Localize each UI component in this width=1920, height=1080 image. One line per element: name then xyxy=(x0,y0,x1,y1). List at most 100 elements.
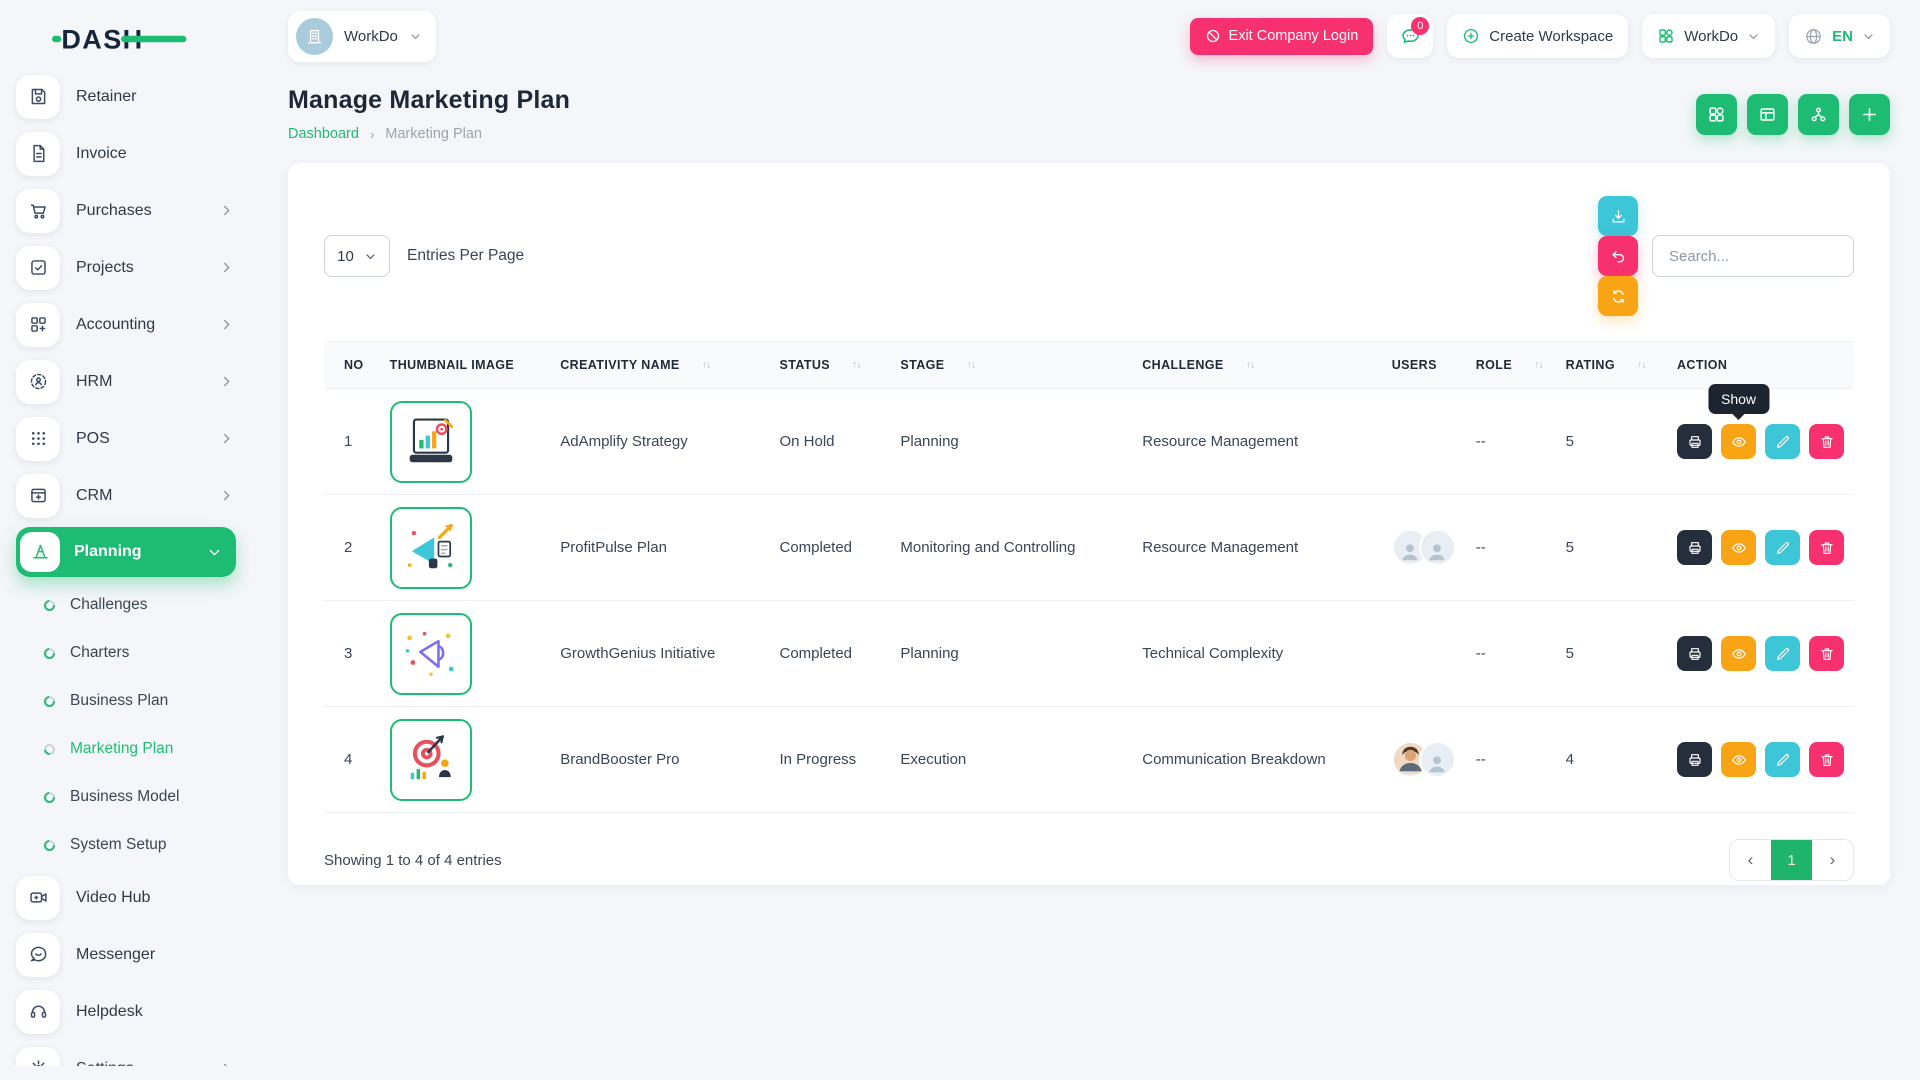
globe-icon xyxy=(1804,27,1823,46)
row-actions xyxy=(1677,636,1844,671)
grid-view-button[interactable] xyxy=(1696,94,1737,135)
sidebar-nav: Retainer Invoice Purchases Projects Accounti… xyxy=(0,64,250,1066)
thumbnail-image xyxy=(389,718,472,801)
sidebar-subitem-challenges[interactable]: Challenges xyxy=(16,581,250,629)
cell-creativity-name: AdAmplify Strategy xyxy=(550,388,770,495)
delete-button[interactable] xyxy=(1809,530,1844,565)
pagination-next-button[interactable]: › xyxy=(1812,840,1853,880)
sidebar-item-messenger[interactable]: Messenger xyxy=(16,926,250,983)
sidebar-item-projects[interactable]: Projects xyxy=(16,239,250,296)
sidebar-item-helpdesk[interactable]: Helpdesk xyxy=(16,983,250,1040)
sidebar-item-planning[interactable]: Planning xyxy=(16,527,236,577)
show-button[interactable] xyxy=(1721,530,1756,565)
print-icon xyxy=(1687,752,1703,768)
bullet-icon xyxy=(41,837,58,853)
hierarchy-icon xyxy=(1809,105,1828,124)
cell-role: -- xyxy=(1465,600,1556,707)
column-header-challenge[interactable]: CHALLENGE ↑↓ xyxy=(1132,341,1382,389)
download-button[interactable] xyxy=(1598,196,1638,236)
refresh-icon xyxy=(1610,288,1627,305)
entries-per-page-value: 10 xyxy=(337,247,354,265)
hierarchy-view-button[interactable] xyxy=(1798,94,1839,135)
sidebar-item-purchases[interactable]: Purchases xyxy=(16,182,250,239)
column-header-status[interactable]: STATUS ↑↓ xyxy=(769,341,891,389)
undo-button[interactable] xyxy=(1598,236,1638,276)
workspace-selector[interactable]: WorkDo xyxy=(1642,14,1776,58)
exit-company-login-button[interactable]: Exit Company Login xyxy=(1189,17,1374,55)
grid-icon xyxy=(1657,27,1675,45)
company-selector[interactable]: WorkDo xyxy=(288,10,436,62)
column-header-rating[interactable]: RATING ↑↓ xyxy=(1555,341,1667,389)
sidebar-subitem-system-setup[interactable]: System Setup xyxy=(16,821,250,869)
create-workspace-button[interactable]: Create Workspace xyxy=(1447,14,1629,58)
entries-per-page-select[interactable]: 10 xyxy=(324,235,390,277)
delete-button[interactable] xyxy=(1809,424,1844,459)
show-button[interactable] xyxy=(1721,742,1756,777)
delete-button[interactable] xyxy=(1809,636,1844,671)
sidebar-subitem-charters[interactable]: Charters xyxy=(16,629,250,677)
messages-button[interactable]: 0 xyxy=(1387,14,1434,58)
sidebar-item-label: Accounting xyxy=(76,315,156,333)
cell-creativity-name: BrandBooster Pro xyxy=(550,706,770,813)
column-header-role[interactable]: ROLE ↑↓ xyxy=(1465,341,1556,389)
sidebar-subitem-label: Marketing Plan xyxy=(70,740,174,757)
sidebar-subitem-label: Business Model xyxy=(70,788,180,805)
delete-button[interactable] xyxy=(1809,742,1844,777)
pencil-icon xyxy=(1775,434,1791,450)
edit-button[interactable] xyxy=(1765,424,1800,459)
breadcrumb-dashboard-link[interactable]: Dashboard xyxy=(288,126,359,142)
table-row: 3 GrowthGenius Initiative Completed Plannin… xyxy=(324,600,1854,707)
table-view-view-button[interactable] xyxy=(1747,94,1788,135)
search-input[interactable] xyxy=(1652,235,1854,277)
sidebar-item-accounting[interactable]: Accounting xyxy=(16,296,250,353)
bullet-icon xyxy=(41,693,58,709)
pagination-page-1[interactable]: 1 xyxy=(1771,840,1812,880)
chevron-down-icon xyxy=(364,250,377,263)
floppy-icon xyxy=(16,74,60,119)
show-button[interactable] xyxy=(1721,636,1756,671)
download-icon xyxy=(1610,208,1627,225)
sidebar-item-invoice[interactable]: Invoice xyxy=(16,125,250,182)
sidebar-item-crm[interactable]: CRM xyxy=(16,467,250,524)
print-button[interactable] xyxy=(1677,530,1712,565)
column-header-creativity-name[interactable]: CREATIVITY NAME ↑↓ xyxy=(550,341,770,389)
sidebar-subitem-marketing-plan[interactable]: Marketing Plan xyxy=(16,725,250,773)
sidebar-item-settings[interactable]: Settings xyxy=(16,1040,250,1066)
plus-view-button[interactable] xyxy=(1849,94,1890,135)
sidebar-item-label: Helpdesk xyxy=(76,1002,143,1020)
breadcrumb: Dashboard › Marketing Plan xyxy=(288,126,570,142)
sidebar-item-retainer[interactable]: Retainer xyxy=(16,68,250,125)
edit-button[interactable] xyxy=(1765,742,1800,777)
table-row: 1 AdAmplify Strategy On Hold Planning Resour… xyxy=(324,384,1854,495)
ban-icon xyxy=(1205,28,1221,44)
chevron-down-icon xyxy=(207,545,222,560)
sidebar-item-hrm[interactable]: HRM xyxy=(16,353,250,410)
app-logo[interactable]: DASH xyxy=(0,14,250,64)
sort-icon: ↑↓ xyxy=(1245,359,1255,371)
chat-icon xyxy=(16,932,60,977)
column-header-stage[interactable]: STAGE ↑↓ xyxy=(890,341,1133,389)
sidebar-item-video-hub[interactable]: Video Hub xyxy=(16,869,250,926)
edit-button[interactable] xyxy=(1765,530,1800,565)
pagination-prev-button[interactable]: ‹ xyxy=(1730,840,1771,880)
edit-button[interactable] xyxy=(1765,636,1800,671)
hrm-icon xyxy=(16,359,60,404)
print-icon xyxy=(1687,646,1703,662)
show-button[interactable]: Show xyxy=(1707,384,1770,459)
eye-icon xyxy=(1731,646,1747,662)
print-button[interactable] xyxy=(1677,742,1712,777)
sidebar-item-label: Video Hub xyxy=(76,888,151,906)
sidebar-subitem-business-model[interactable]: Business Model xyxy=(16,773,250,821)
print-button[interactable] xyxy=(1677,424,1712,459)
language-selector[interactable]: EN xyxy=(1789,14,1890,58)
row-actions: Show xyxy=(1677,384,1844,459)
pencil-icon xyxy=(1775,540,1791,556)
building-icon xyxy=(296,17,333,55)
sidebar-subitem-business-plan[interactable]: Business Plan xyxy=(16,677,250,725)
dots-icon xyxy=(16,416,60,461)
print-button[interactable] xyxy=(1677,636,1712,671)
refresh-button[interactable] xyxy=(1598,276,1638,316)
sidebar-item-label: Retainer xyxy=(76,87,137,105)
chevron-down-icon xyxy=(1862,30,1875,43)
sidebar-item-pos[interactable]: POS xyxy=(16,410,250,467)
